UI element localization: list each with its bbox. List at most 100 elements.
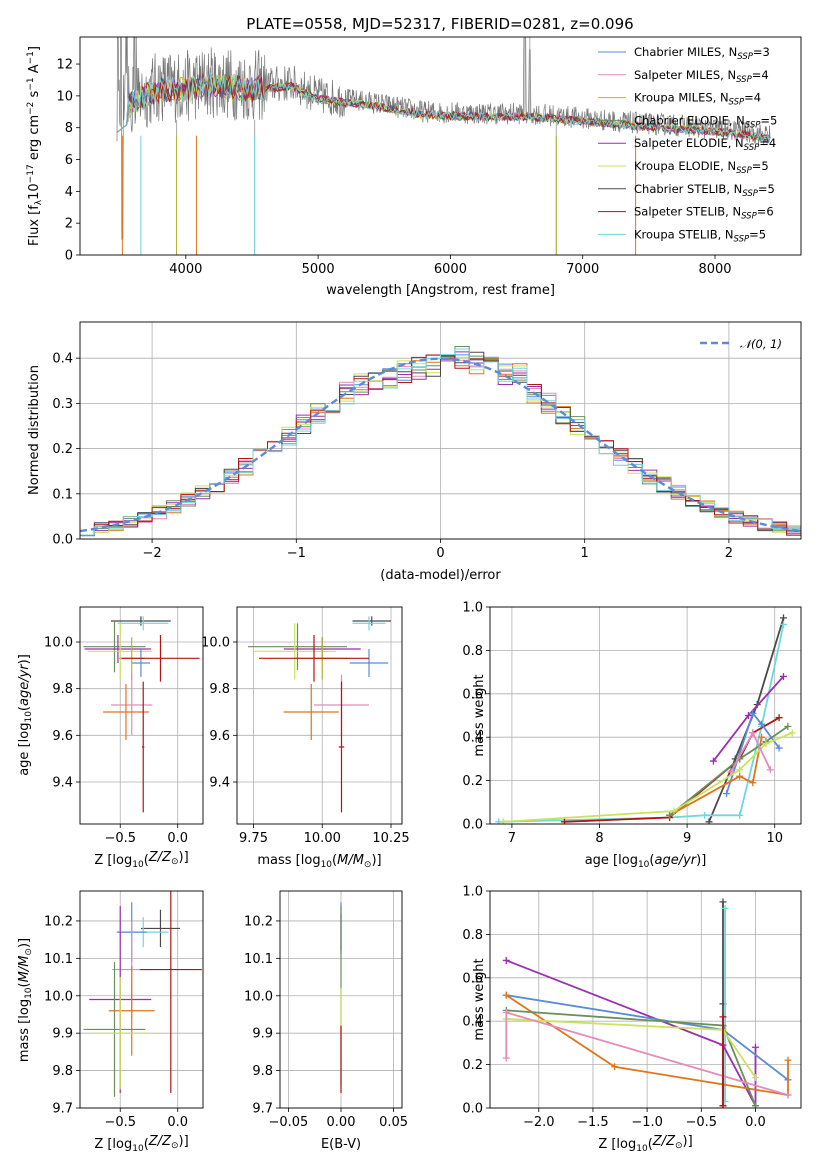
axes: 9.75 10.00 10.25 9.4 9.6 9.8 10.0 mass [log10(M…	[201, 606, 410, 870]
y-tick-label: 0.4	[462, 731, 483, 746]
x-axis-label: mass [log10(M/M⊙)]	[257, 853, 381, 870]
y-tick-label: 9.8	[52, 1064, 73, 1079]
y-axis-label: age [log10(age/yr)]	[17, 654, 34, 776]
legend-nssp: =3	[753, 45, 770, 59]
axes: −2.0 −1.5 −1.0 −0.5 0.0 0.0 0.2 0.4 0.6 0.8 1.0 mas…	[462, 885, 802, 1154]
mass-weight-point-marker	[758, 733, 766, 741]
label-part: (	[144, 853, 149, 868]
mass-weight-point-marker	[766, 766, 774, 774]
axes: 7 8 9 10 0.0 0.2 0.4 0.6 0.8 1.0 mass weight age [l…	[462, 601, 802, 870]
y-axis-label: mass weight	[472, 674, 487, 756]
y-tick-label: 10.2	[244, 914, 273, 929]
x-axis-label: Z [log10(Z/Z⊙)]	[94, 1134, 188, 1154]
y-tick-label: 9.7	[52, 1102, 73, 1117]
legend-nssp: =6	[757, 205, 774, 219]
legend-sub: SSP	[742, 189, 758, 199]
mass-weight-point-marker	[751, 1074, 759, 1082]
mass-weight-point-marker	[560, 818, 568, 824]
x-tick-label: 9	[683, 831, 691, 846]
label-part: age [log	[585, 853, 638, 868]
mass-weight-point-marker	[709, 757, 717, 765]
mass-weight-point-marker	[758, 720, 766, 728]
legend-sub: SSP	[736, 166, 752, 176]
axes: −0.05 0.00 0.05 9.7 9.8 9.9 10.0 10.1 10.2 E(B-V)	[244, 890, 408, 1152]
label-part: mass [log	[257, 853, 320, 868]
label-part: 10	[27, 183, 42, 200]
x-tick-label: 7	[508, 831, 516, 846]
x-axis-label: age [log10(age/yr)]	[585, 853, 707, 870]
grid	[237, 607, 402, 824]
x-tick-label: 7000	[566, 262, 599, 277]
x-tick-label: −1.5	[577, 1115, 609, 1130]
mass-weight-point-marker	[502, 991, 510, 999]
legend-model: Kroupa MILES, N	[634, 91, 729, 105]
mass-weight-point-marker	[499, 818, 507, 824]
label-part: mass [log	[17, 999, 32, 1062]
label-part: (	[649, 853, 654, 868]
mass-weight-series-line	[498, 624, 785, 823]
legend-model: Chabrier MILES, N	[634, 45, 737, 59]
x-tick-label: 0.0	[167, 831, 188, 846]
label-part: )]	[17, 938, 32, 948]
mass-weight-point-marker	[779, 620, 787, 628]
mass-weight-point-marker	[749, 729, 757, 737]
label-part: ]	[27, 46, 42, 51]
model-spectrum-line	[116, 72, 770, 143]
normal-distribution-curve	[80, 357, 801, 533]
mass-weight-series-line	[505, 994, 789, 1097]
label-part: )]	[179, 850, 189, 865]
legend-sub: SSP	[734, 234, 750, 244]
mass-weight-point-marker	[736, 766, 744, 774]
mass-weight-point-marker	[751, 1102, 759, 1108]
y-tick-label: 0.2	[462, 774, 483, 789]
y-tick-label: 10.0	[44, 989, 73, 1004]
label-part: 10	[24, 711, 34, 723]
mass-weight-vs-age-panel: 7 8 9 10 0.0 0.2 0.4 0.6 0.8 1.0 mass weight age [l…	[462, 601, 802, 870]
axes: 4000 5000 6000 7000 8000 0 2 4 6 8 10 12 wavelength …	[26, 36, 802, 298]
label-part: (	[648, 1137, 653, 1152]
legend-model: Kroupa ELODIE, N	[634, 159, 736, 173]
y-tick-label: 9.6	[209, 729, 230, 744]
mass-weight-point-marker	[736, 772, 744, 780]
y-tick-label: 0.8	[462, 644, 483, 659]
label-part: (	[332, 853, 337, 868]
mass-weight-point-marker	[784, 722, 792, 730]
legend-nssp: =4	[752, 68, 769, 82]
plot-area	[83, 616, 200, 813]
label-part: Flux [f	[27, 205, 42, 246]
label-part: Z/Z	[148, 1134, 172, 1149]
y-tick-label: 0.0	[52, 533, 73, 548]
label-part: Z [log	[598, 1137, 636, 1152]
legend-model: Salpeter STELIB, N	[634, 205, 741, 219]
mass-weight-point-marker	[701, 811, 709, 819]
mass-weight-point-marker	[736, 811, 744, 819]
y-axis-label: mass [log10(M/M⊙)]	[17, 938, 34, 1062]
y-tick-label: 0.4	[52, 352, 73, 367]
y-tick-label: 10.2	[44, 914, 73, 929]
mass-weight-point-marker	[775, 714, 783, 722]
legend-nssp: =5	[752, 159, 769, 173]
legend-label: Chabrier MILES, NSSP=3	[634, 45, 770, 62]
label-part: A	[27, 64, 42, 77]
label-part: 10	[24, 987, 34, 999]
label-part: (	[17, 706, 32, 711]
y-axis-label: mass weight	[472, 958, 487, 1040]
x-tick-label: 1	[581, 546, 589, 561]
x-tick-label: −2	[143, 546, 162, 561]
y-tick-label: 0.0	[462, 818, 483, 833]
x-tick-label: 0.0	[167, 1115, 188, 1130]
y-tick-label: 0.2	[52, 442, 73, 457]
axes-frame	[279, 890, 403, 1109]
x-tick-label: 6000	[434, 262, 467, 277]
mass-weight-point-marker	[670, 807, 678, 815]
observed-spectrum-line	[116, 37, 771, 240]
y-tick-label: 9.8	[209, 682, 230, 697]
mass-weight-point-marker	[788, 729, 796, 737]
label-part: Z/Z	[652, 1134, 676, 1149]
y-tick-label: 10	[56, 89, 73, 104]
mass-weight-point-marker	[779, 672, 787, 680]
y-axis-label: Flux [fλ10−17 erg cm−2 s−1 A−1]	[26, 46, 44, 246]
x-tick-label: 10.25	[372, 831, 409, 846]
mass-weight-series-line	[669, 737, 763, 817]
y-tick-label: 9.4	[209, 776, 230, 791]
